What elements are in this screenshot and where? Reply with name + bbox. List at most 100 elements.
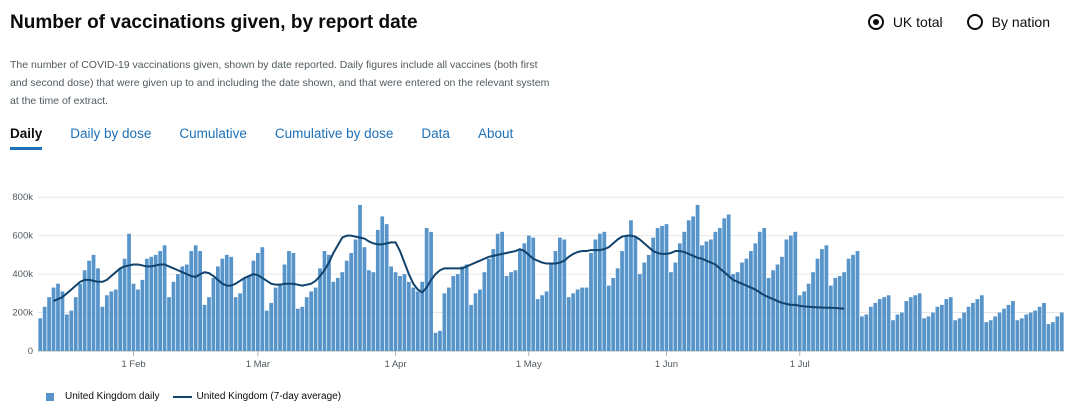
daily-bar	[482, 272, 487, 351]
daily-bar	[384, 224, 389, 351]
daily-bar	[864, 314, 869, 351]
daily-bar	[926, 316, 931, 351]
daily-bar	[900, 312, 904, 351]
daily-bar	[704, 241, 709, 351]
daily-bar	[771, 270, 775, 351]
daily-bar	[375, 229, 380, 351]
daily-bar	[544, 291, 549, 351]
daily-bar	[775, 264, 780, 351]
radio-unselected-icon[interactable]	[966, 14, 983, 30]
y-tick-label: 600k	[12, 231, 33, 242]
radio-uk-total-label: UK total	[892, 14, 943, 30]
daily-bar	[682, 231, 687, 351]
x-tick-label: 1 May	[516, 359, 542, 370]
daily-bar	[797, 295, 802, 351]
daily-bar	[367, 270, 371, 351]
radio-selected-icon[interactable]	[867, 14, 884, 30]
daily-bar	[589, 252, 593, 351]
daily-bar	[491, 249, 496, 351]
daily-bar	[140, 279, 145, 351]
daily-bar	[313, 287, 318, 351]
daily-bar	[651, 237, 656, 351]
tab-daily-by-dose[interactable]: Daily by dose	[70, 126, 152, 141]
tab-about[interactable]: About	[477, 126, 514, 141]
daily-bar	[82, 270, 87, 351]
daily-bar	[500, 231, 505, 351]
daily-bar	[811, 272, 815, 351]
daily-bar	[242, 277, 247, 351]
tab-cumulative-by-dose[interactable]: Cumulative by dose	[274, 126, 394, 141]
daily-bar	[646, 254, 651, 351]
daily-bar	[273, 287, 278, 351]
daily-bar	[784, 239, 789, 351]
daily-bar	[660, 226, 664, 351]
daily-bar	[380, 216, 385, 351]
daily-bar	[100, 306, 105, 351]
daily-bar	[993, 316, 998, 351]
daily-bar	[407, 281, 411, 351]
daily-bar	[717, 227, 722, 351]
daily-bar	[749, 251, 753, 351]
chart-tabs: Daily Daily by dose Cumulative Cumulativ…	[10, 126, 541, 150]
daily-bar	[229, 256, 234, 351]
daily-bar	[91, 254, 96, 351]
tab-cumulative[interactable]: Cumulative	[179, 126, 247, 141]
daily-bar	[642, 262, 647, 351]
daily-bar	[211, 277, 216, 351]
daily-bar	[260, 247, 265, 351]
radio-by-nation[interactable]: By nation	[966, 14, 1050, 30]
y-tick-label: 400k	[12, 269, 33, 280]
tab-daily[interactable]: Daily	[10, 126, 43, 150]
daily-bar	[473, 293, 478, 351]
daily-bar	[207, 297, 211, 351]
x-tick-label: 1 Feb	[121, 359, 145, 370]
daily-bar	[953, 320, 958, 351]
daily-bar	[584, 287, 589, 351]
daily-bar	[673, 262, 678, 351]
daily-bar	[184, 264, 189, 351]
daily-bar	[611, 277, 616, 351]
daily-bar	[438, 330, 442, 351]
x-tick-label: 1 Apr	[384, 359, 406, 370]
daily-bar	[877, 299, 882, 351]
daily-bar	[149, 256, 154, 351]
daily-bar	[1019, 318, 1024, 351]
daily-bar	[562, 239, 567, 351]
daily-bar	[868, 306, 873, 351]
daily-bar	[731, 274, 735, 351]
radio-uk-total[interactable]: UK total	[867, 14, 943, 30]
daily-bar	[353, 239, 358, 351]
daily-bar	[415, 291, 420, 351]
tab-data[interactable]: Data	[421, 126, 450, 141]
chart-legend: United Kingdom daily United Kingdom (7-d…	[46, 391, 341, 402]
daily-bar	[393, 272, 398, 351]
bars-legend-swatch	[46, 392, 54, 401]
daily-bar	[371, 272, 376, 351]
daily-bar	[269, 302, 274, 351]
daily-bar	[917, 293, 922, 351]
daily-bar	[957, 318, 962, 351]
daily-bar	[526, 235, 531, 351]
daily-bar	[820, 249, 824, 351]
daily-bar	[233, 297, 238, 351]
daily-bar	[824, 245, 829, 351]
daily-bar	[553, 251, 558, 351]
daily-bar	[558, 237, 562, 351]
daily-bar	[300, 306, 305, 351]
daily-bar	[304, 297, 309, 351]
daily-bar	[113, 289, 118, 351]
daily-bar	[1055, 316, 1060, 351]
daily-bar	[624, 235, 629, 351]
daily-bar	[42, 306, 47, 351]
daily-bar	[216, 266, 220, 351]
daily-bar	[793, 231, 798, 351]
line-legend-swatch	[172, 395, 192, 398]
daily-bar	[597, 233, 602, 351]
daily-bar	[913, 295, 918, 351]
daily-bar	[615, 268, 620, 351]
daily-bar	[424, 227, 429, 351]
daily-bar	[966, 306, 971, 351]
daily-bar	[988, 320, 993, 351]
daily-bar	[420, 281, 425, 351]
daily-bar	[446, 287, 451, 351]
